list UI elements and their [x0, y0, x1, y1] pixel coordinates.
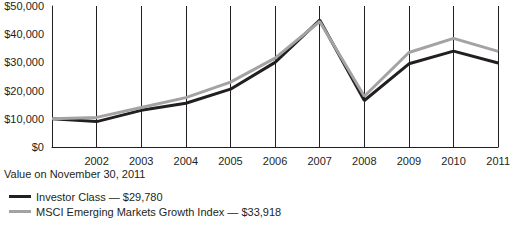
- svg-text:$20,000: $20,000: [4, 85, 44, 97]
- svg-text:Investor Class — $29,780: Investor Class — $29,780: [36, 191, 163, 203]
- svg-text:$30,000: $30,000: [4, 56, 44, 68]
- svg-text:$10,000: $10,000: [4, 113, 44, 125]
- svg-text:2007: 2007: [307, 155, 331, 167]
- svg-text:2010: 2010: [441, 155, 465, 167]
- svg-text:Value on November 30, 2011: Value on November 30, 2011: [4, 168, 145, 180]
- svg-text:$0: $0: [32, 141, 44, 153]
- svg-text:$50,000: $50,000: [4, 0, 44, 12]
- svg-text:2002: 2002: [84, 155, 108, 167]
- svg-text:2011: 2011: [486, 155, 510, 167]
- svg-text:2009: 2009: [397, 155, 421, 167]
- svg-text:2008: 2008: [352, 155, 376, 167]
- svg-text:2003: 2003: [129, 155, 153, 167]
- svg-text:2004: 2004: [174, 155, 198, 167]
- svg-text:$40,000: $40,000: [4, 28, 44, 40]
- svg-text:2006: 2006: [263, 155, 287, 167]
- svg-text:2005: 2005: [218, 155, 242, 167]
- svg-text:MSCI Emerging Markets Growth I: MSCI Emerging Markets Growth Index — $33…: [36, 206, 281, 218]
